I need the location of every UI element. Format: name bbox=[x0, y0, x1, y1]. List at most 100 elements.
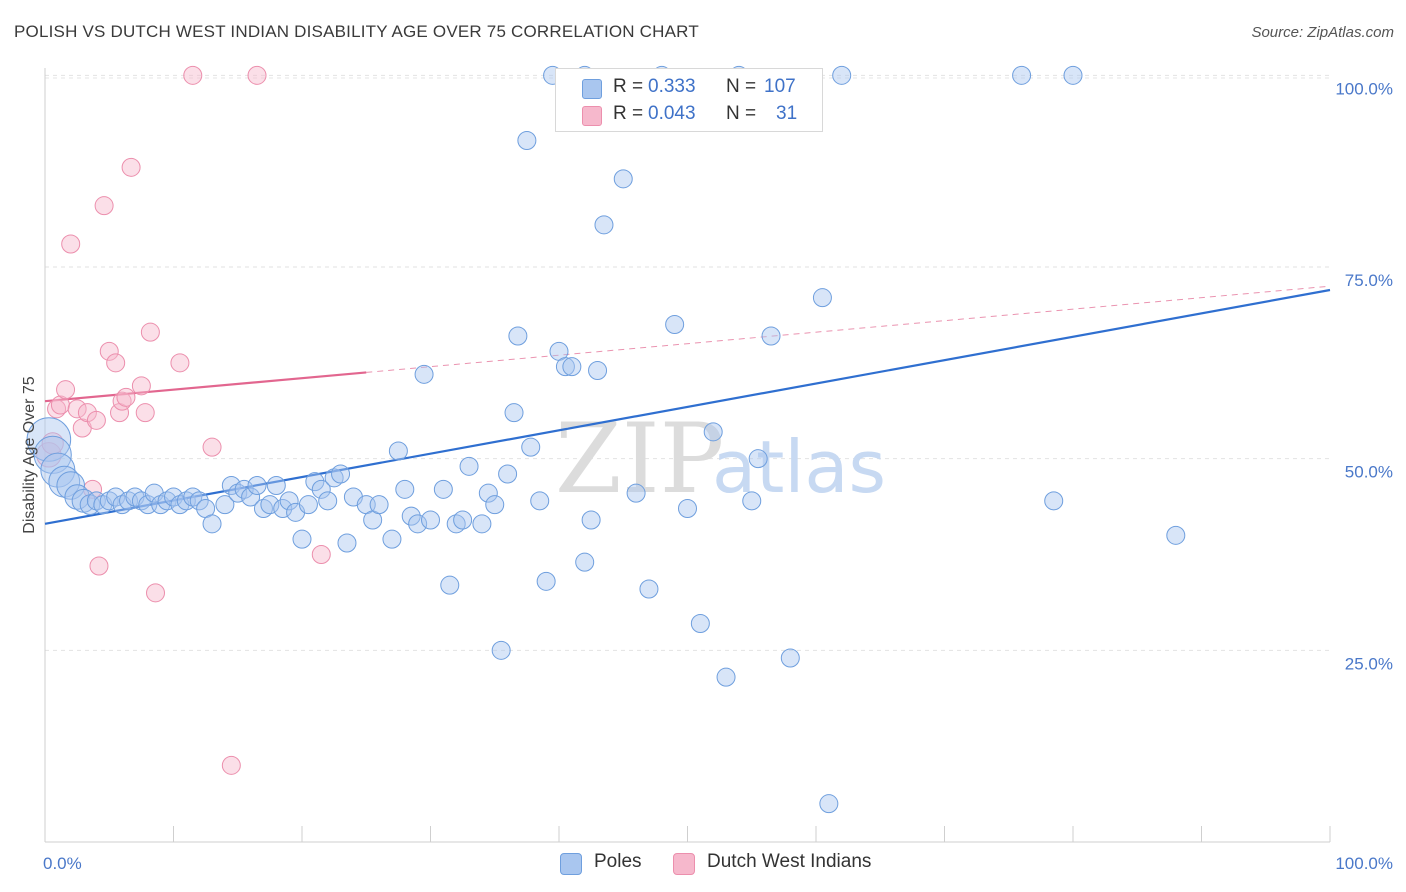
n-value: 31 bbox=[776, 103, 798, 124]
point-poles bbox=[292, 529, 312, 549]
point-poles bbox=[716, 667, 736, 687]
axis-labels: 25.0% 50.0% 75.0% 100.0% 0.0% 100.0% Disabilit… bbox=[21, 79, 1393, 873]
point-poles bbox=[388, 441, 408, 461]
point-poles bbox=[748, 449, 768, 469]
n-label: N = bbox=[726, 76, 757, 97]
trend-line-dutch-west-indians-extension bbox=[366, 285, 1331, 373]
n-value: 107 bbox=[764, 76, 796, 97]
point-poles bbox=[562, 357, 582, 377]
point-poles bbox=[575, 552, 595, 572]
trend-line-dutch-west-indians bbox=[44, 371, 367, 403]
point-dutch-west-indians bbox=[221, 755, 241, 775]
point-dutch-west-indians bbox=[146, 583, 166, 603]
point-poles bbox=[266, 476, 286, 495]
point-poles bbox=[247, 476, 267, 495]
point-poles bbox=[1012, 65, 1032, 85]
point-dutch-west-indians bbox=[106, 353, 126, 373]
point-poles bbox=[56, 471, 85, 500]
point-dutch-west-indians bbox=[61, 234, 81, 254]
dwi-swatch bbox=[582, 106, 602, 126]
y-tick-label: 50.0% bbox=[1345, 463, 1393, 482]
point-poles bbox=[453, 510, 473, 530]
point-poles bbox=[318, 491, 338, 511]
point-poles bbox=[401, 506, 421, 526]
point-poles bbox=[517, 131, 537, 150]
point-poles bbox=[780, 648, 800, 668]
point-poles bbox=[369, 495, 389, 515]
point-poles bbox=[478, 483, 498, 503]
point-poles bbox=[1063, 65, 1083, 85]
stats-row-poles: R = 0.333 N = 107 bbox=[556, 75, 822, 101]
point-poles bbox=[382, 529, 402, 549]
point-dutch-west-indians bbox=[135, 403, 155, 423]
point-poles bbox=[594, 215, 614, 235]
point-poles bbox=[395, 479, 415, 499]
point-poles bbox=[498, 464, 518, 484]
point-poles bbox=[491, 640, 511, 660]
point-poles bbox=[64, 484, 90, 510]
point-poles bbox=[639, 579, 659, 599]
point-poles bbox=[234, 479, 254, 499]
point-poles bbox=[581, 510, 601, 530]
point-dutch-west-indians bbox=[47, 399, 67, 419]
point-poles bbox=[106, 487, 126, 507]
point-poles bbox=[761, 326, 781, 346]
poles-swatch bbox=[560, 853, 582, 875]
point-poles bbox=[703, 422, 723, 442]
point-poles bbox=[530, 491, 550, 511]
watermark: ZIP atlas bbox=[555, 403, 886, 515]
point-poles bbox=[189, 491, 209, 511]
point-poles bbox=[812, 288, 832, 308]
trend-line-poles bbox=[44, 288, 1331, 525]
source-credit: Source: ZipAtlas.com bbox=[1251, 24, 1394, 41]
point-poles bbox=[26, 417, 72, 462]
point-dutch-west-indians bbox=[131, 376, 151, 396]
point-poles bbox=[164, 487, 183, 507]
watermark-zip: ZIP bbox=[555, 403, 724, 515]
r-label: R = bbox=[613, 103, 644, 124]
point-poles bbox=[626, 483, 646, 503]
point-dutch-west-indians bbox=[183, 65, 203, 85]
point-dutch-west-indians bbox=[202, 437, 222, 457]
point-poles bbox=[311, 479, 331, 499]
point-poles bbox=[521, 437, 541, 457]
r-value: 0.043 bbox=[648, 103, 696, 124]
y-axis-title: Disability Age Over 75 bbox=[21, 376, 38, 534]
point-poles bbox=[273, 499, 293, 518]
point-poles bbox=[48, 465, 81, 498]
point-poles bbox=[408, 514, 428, 534]
r-label: R = bbox=[613, 76, 644, 97]
point-dutch-west-indians bbox=[89, 556, 109, 576]
point-dutch-west-indians bbox=[247, 65, 267, 85]
point-poles bbox=[508, 326, 528, 346]
point-poles bbox=[215, 495, 235, 515]
point-poles bbox=[260, 495, 280, 515]
point-poles bbox=[588, 361, 608, 380]
stats-legend: R = 0.333 N = 107 R = 0.043 N = 31 bbox=[555, 68, 823, 132]
point-poles bbox=[305, 472, 325, 492]
point-dutch-west-indians bbox=[99, 341, 119, 361]
point-poles bbox=[414, 364, 434, 384]
chart-title: POLISH VS DUTCH WEST INDIAN DISABILITY A… bbox=[14, 22, 699, 41]
point-dutch-west-indians bbox=[170, 353, 190, 373]
data-points bbox=[26, 65, 1186, 814]
trend-lines bbox=[44, 285, 1331, 525]
dwi-swatch bbox=[673, 853, 695, 875]
axes bbox=[44, 68, 1331, 843]
point-dutch-west-indians bbox=[56, 380, 76, 400]
point-poles bbox=[241, 487, 261, 507]
gridlines bbox=[45, 74, 1330, 651]
point-poles bbox=[440, 575, 460, 595]
point-dutch-west-indians bbox=[311, 545, 331, 564]
point-dutch-west-indians bbox=[140, 322, 160, 342]
point-poles bbox=[613, 169, 633, 189]
x-tick-label: 100.0% bbox=[1335, 854, 1393, 873]
legend-label: Dutch West Indians bbox=[707, 851, 872, 872]
point-poles bbox=[555, 357, 575, 377]
point-poles bbox=[536, 571, 556, 591]
poles-swatch bbox=[582, 79, 602, 99]
point-poles bbox=[665, 315, 685, 334]
y-tick-label: 25.0% bbox=[1345, 654, 1393, 673]
point-dutch-west-indians bbox=[112, 391, 132, 411]
